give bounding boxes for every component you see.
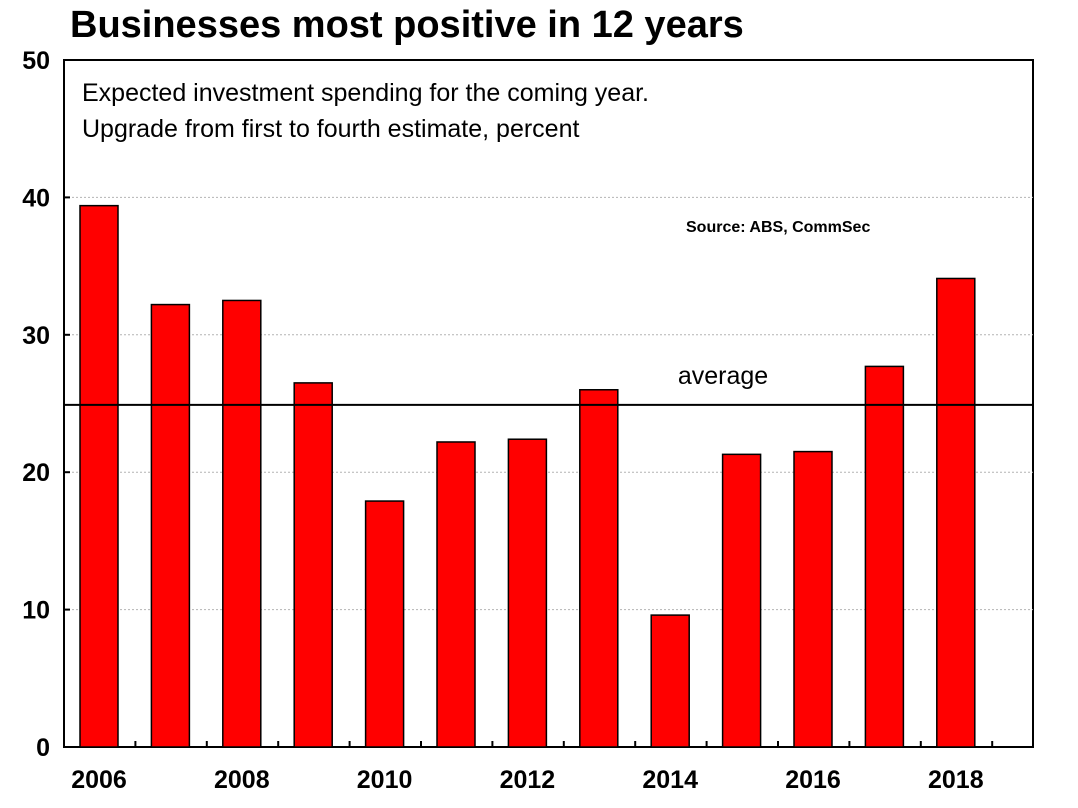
bar-2014: [650, 614, 690, 748]
bar-2017: [864, 365, 905, 748]
chart-title: Businesses most positive in 12 years: [70, 4, 744, 46]
bar-2012: [507, 438, 548, 748]
y-tick-label-50: 50: [22, 47, 50, 75]
bar-2010: [364, 500, 405, 748]
y-tick-label-20: 20: [22, 459, 50, 487]
x-axis: 2006 2008 2010 2012 2014 2016 2018: [71, 741, 994, 794]
x-tick-label-2018: 2018: [928, 766, 984, 794]
bar-2008: [222, 299, 262, 748]
bar-2006: [79, 204, 119, 748]
bar-2016: [793, 450, 833, 748]
x-tick-label-2012: 2012: [500, 766, 556, 794]
bar-2007: [150, 303, 191, 748]
average-label: average: [678, 362, 768, 390]
x-tick-label-2014: 2014: [642, 766, 698, 794]
y-tick-label-30: 30: [22, 322, 50, 350]
x-tick-label-2010: 2010: [357, 766, 413, 794]
bar-2015: [721, 453, 762, 748]
chart-subtitle-line-2: Upgrade from first to fourth estimate, p…: [82, 115, 579, 143]
x-tick-label-2016: 2016: [785, 766, 841, 794]
average-annotation: average: [64, 362, 1033, 406]
y-axis: 0 10 20 30 40 50: [22, 47, 70, 762]
y-tick-label-40: 40: [22, 184, 50, 212]
bar-2011: [436, 441, 476, 748]
x-tick-label-2008: 2008: [214, 766, 270, 794]
bar-2013: [579, 389, 619, 748]
source-note: Source: ABS, CommSec: [686, 219, 870, 236]
y-tick-label-10: 10: [22, 597, 50, 625]
chart-subtitle-line-1: Expected investment spending for the com…: [82, 79, 649, 107]
bars: [79, 204, 976, 748]
y-tick-label-0: 0: [36, 734, 50, 762]
bar-2009: [293, 382, 333, 748]
bar-2018: [936, 277, 976, 748]
x-tick-label-2006: 2006: [71, 766, 127, 794]
